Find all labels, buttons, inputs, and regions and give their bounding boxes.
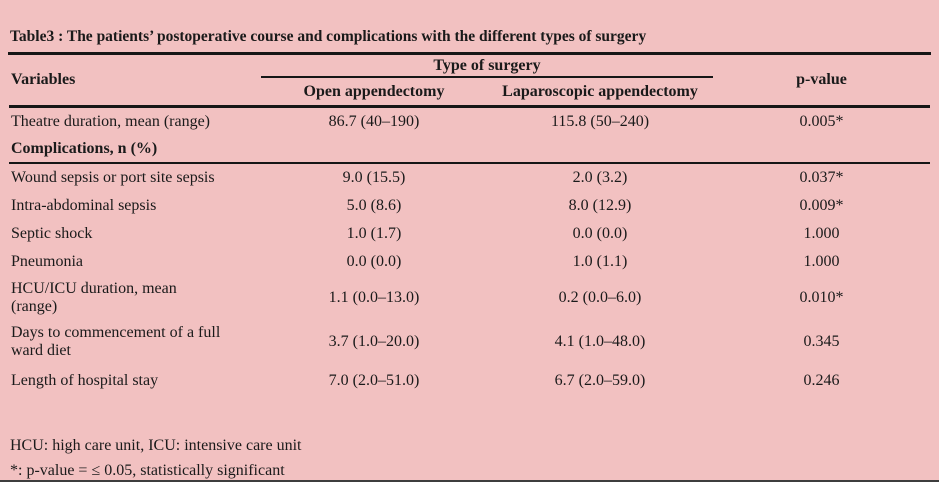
row-p-value: 0.010*	[799, 289, 844, 306]
footnote-abbreviations: HCU: high care unit, ICU: intensive care…	[10, 437, 302, 454]
row-lap-value: 2.0 (3.2)	[572, 169, 628, 186]
row-variable: Length of hospital stay	[11, 371, 159, 389]
row-variable: Pneumonia	[11, 253, 83, 270]
table-row-days-to-ward-diet: Days to commencement of a full ward diet…	[9, 320, 930, 364]
table-row-intra-abdominal-sepsis: Intra-abdominal sepsis 5.0 (8.6) 8.0 (12…	[9, 192, 930, 220]
row-variable: Theatre duration, mean (range)	[11, 113, 211, 130]
row-open-value: 5.0 (8.6)	[346, 197, 402, 214]
row-open-value: 0.0 (0.0)	[346, 253, 402, 270]
row-p-value: 0.009*	[799, 197, 844, 214]
row-open-value: 7.0 (2.0–51.0)	[328, 371, 420, 389]
column-header-p-value: p-value	[713, 55, 930, 108]
row-variable: Days to commencement of a full ward diet	[11, 324, 221, 359]
section-header-label: Complications, n (%)	[9, 136, 930, 164]
table-title: Table3 : The patients’ postoperative cou…	[8, 0, 931, 55]
row-lap-value: 8.0 (12.9)	[568, 197, 632, 214]
row-lap-value: 1.0 (1.1)	[572, 253, 628, 270]
row-p-value: 0.246	[803, 371, 840, 389]
column-header-variables: Variables	[9, 55, 261, 108]
row-open-value: 1.0 (1.7)	[346, 225, 402, 242]
table-header: Variables Type of surgery p-value Open a…	[9, 55, 930, 108]
row-open-value: 86.7 (40–190)	[328, 113, 420, 130]
row-lap-value: 0.0 (0.0)	[572, 225, 628, 242]
row-lap-value: 4.1 (1.0–48.0)	[554, 333, 646, 350]
column-header-type-of-surgery: Type of surgery	[261, 55, 713, 78]
row-p-value: 1.000	[803, 225, 840, 242]
row-variable: Wound sepsis or port site sepsis	[11, 169, 215, 186]
table-row-septic-shock: Septic shock 1.0 (1.7) 0.0 (0.0) 1.000	[9, 220, 930, 248]
row-open-value: 9.0 (15.5)	[342, 169, 406, 186]
row-p-value: 1.000	[803, 253, 840, 270]
row-open-value: 1.1 (0.0–13.0)	[328, 289, 420, 306]
row-variable: HCU/ICU duration, mean (range)	[11, 280, 177, 315]
row-lap-value: 6.7 (2.0–59.0)	[554, 371, 646, 389]
row-lap-value: 115.8 (50–240)	[550, 113, 650, 130]
results-table: Variables Type of surgery p-value Open a…	[9, 55, 930, 397]
table-footnotes: HCU: high care unit, ICU: intensive care…	[10, 433, 929, 480]
table-row-length-of-stay: Length of hospital stay 7.0 (2.0–51.0) 6…	[9, 364, 930, 397]
row-open-value: 3.7 (1.0–20.0)	[328, 333, 420, 350]
footnote-significance: *: p-value = ≤ 0.05, statistically signi…	[10, 462, 285, 479]
row-variable: Intra-abdominal sepsis	[11, 197, 157, 214]
row-variable: Septic shock	[11, 225, 93, 242]
row-p-value: 0.037*	[799, 169, 844, 186]
section-header-complications: Complications, n (%)	[9, 136, 930, 164]
table-row-hcu-icu-duration: HCU/ICU duration, mean (range) 1.1 (0.0–…	[9, 276, 930, 320]
row-p-value: 0.005*	[799, 113, 844, 130]
row-p-value: 0.345	[803, 333, 840, 350]
column-header-open-appendectomy: Open appendectomy	[261, 77, 487, 108]
table-row-pneumonia: Pneumonia 0.0 (0.0) 1.0 (1.1) 1.000	[9, 248, 930, 276]
table-row-theatre-duration: Theatre duration, mean (range) 86.7 (40–…	[9, 107, 930, 137]
table-row-wound-sepsis: Wound sepsis or port site sepsis 9.0 (15…	[9, 163, 930, 192]
column-header-laparoscopic-appendectomy: Laparoscopic appendectomy	[487, 77, 713, 108]
row-lap-value: 0.2 (0.0–6.0)	[558, 289, 642, 306]
